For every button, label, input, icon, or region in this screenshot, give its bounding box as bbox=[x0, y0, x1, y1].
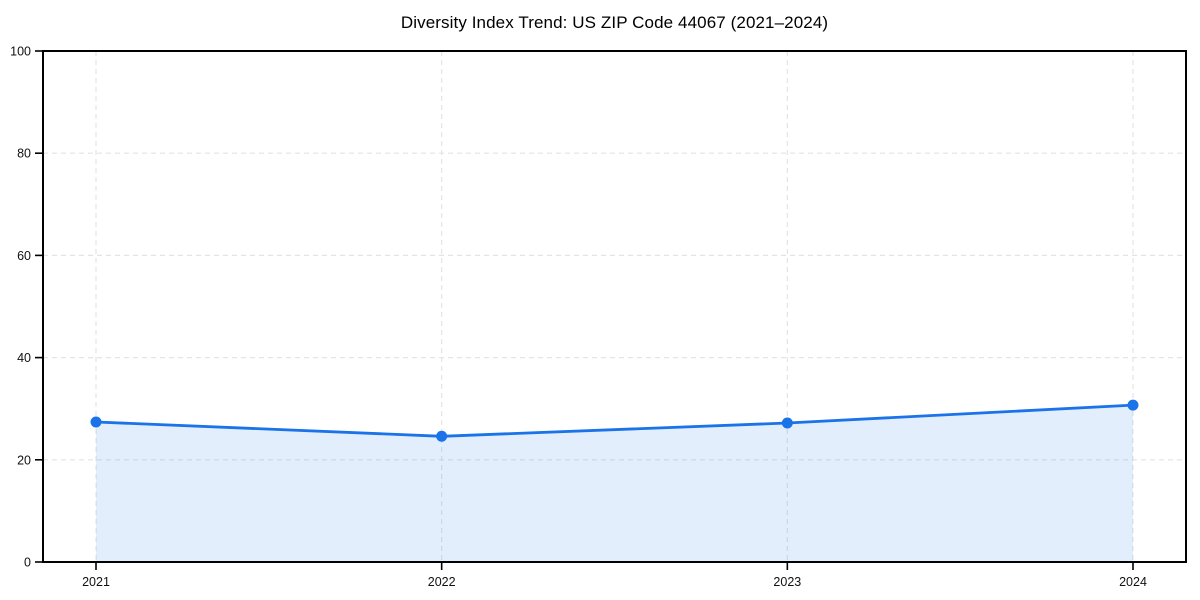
chart-title: Diversity Index Trend: US ZIP Code 44067… bbox=[400, 13, 829, 32]
area-fill bbox=[96, 405, 1133, 562]
y-tick-label: 80 bbox=[17, 147, 31, 161]
x-tick-label: 2024 bbox=[1119, 575, 1147, 589]
x-tick-label: 2023 bbox=[773, 575, 801, 589]
plot-frame bbox=[42, 50, 1187, 563]
x-tick-label: 2022 bbox=[428, 575, 456, 589]
trend-line bbox=[94, 403, 1135, 438]
data-point-2021 bbox=[90, 416, 102, 428]
x-tick-label: 2021 bbox=[82, 575, 110, 589]
y-tick-label: 40 bbox=[17, 351, 31, 365]
y-tick-label: 60 bbox=[17, 249, 31, 263]
y-tick-label: 20 bbox=[17, 453, 31, 467]
data-point-2023 bbox=[781, 417, 793, 429]
data-point-2024 bbox=[1127, 399, 1139, 411]
data-point-2022 bbox=[436, 430, 448, 442]
y-tick-label: 100 bbox=[10, 45, 31, 59]
y-tick-label: 0 bbox=[24, 556, 31, 570]
